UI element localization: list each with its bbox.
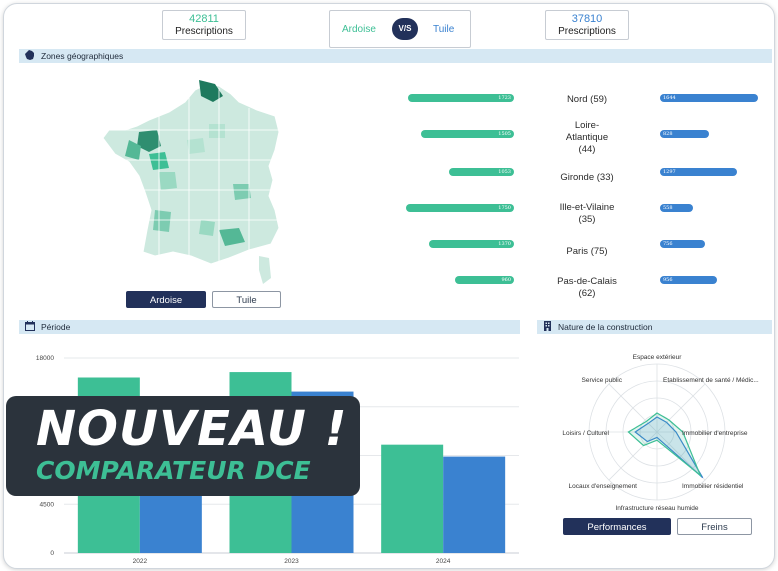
map-ardoise-button[interactable]: Ardoise	[126, 291, 206, 308]
construction-radar-chart: Espace extérieur Etablissement de santé /…	[562, 354, 759, 512]
ardoise-bar-value: 1723	[498, 95, 511, 101]
radar-spoke	[608, 383, 658, 433]
ardoise-bar: 1750	[406, 204, 514, 212]
tuile-bar	[443, 456, 506, 553]
ardoise-bar: 1723	[408, 94, 514, 102]
zone-label: Paris (75)	[566, 246, 608, 257]
performances-button[interactable]: Performances	[563, 518, 671, 535]
promo-banner: NOUVEAU ! COMPARATEUR DCE	[6, 396, 360, 496]
tuile-bar-value: 1644	[663, 95, 676, 101]
ardoise-bar-value: 1370	[498, 241, 511, 247]
compare-ardoise-label[interactable]: Ardoise	[342, 24, 376, 35]
zone-label: Pas-de-Calais (62)	[557, 276, 617, 299]
tuile-bar: 956	[660, 276, 717, 284]
ardoise-bar-value: 1750	[498, 205, 511, 211]
promo-title: NOUVEAU !	[36, 401, 348, 457]
tuile-bar: 1297	[660, 168, 737, 176]
promo-subtitle: COMPARATEUR DCE	[36, 456, 311, 485]
zone-label: Gironde (33)	[560, 172, 614, 183]
ardoise-bar: 1505	[421, 130, 514, 138]
ardoise-bar-value: 960	[501, 277, 511, 283]
y-tick-label: 18000	[36, 355, 54, 362]
kpi-ardoise-value: 42811	[189, 13, 219, 25]
kpi-tuile-value: 37810	[571, 13, 603, 25]
kpi-tuile-label: Prescriptions	[558, 26, 616, 37]
tuile-bar-value: 828	[663, 131, 673, 137]
radar-axis-label: Immobilier d'entreprise	[682, 430, 748, 437]
tuile-bar-value: 1297	[663, 169, 676, 175]
vs-badge: V/S	[392, 18, 418, 40]
radar-axis-label: Loisirs / Culturel	[562, 430, 609, 437]
y-tick-label: 4500	[40, 501, 55, 508]
kpi-ardoise-prescriptions: 42811 Prescriptions	[162, 10, 246, 40]
tuile-bar: 558	[660, 204, 693, 212]
zone-label: Ille-et-Vilaine (35)	[559, 202, 615, 225]
radar-axis-label: Service public	[582, 377, 623, 384]
y-tick-label: 0	[50, 550, 54, 557]
radar-spoke	[608, 431, 658, 481]
tuile-bar: 756	[660, 240, 705, 248]
france-map[interactable]	[99, 80, 284, 286]
radar-axis-label: Infrastructure réseau humide	[615, 505, 698, 512]
construction-section-title: Nature de la construction	[558, 322, 653, 332]
radar-axis-label: Espace extérieur	[633, 354, 683, 361]
radar-axis-label: Locaux d'enseignement	[569, 483, 638, 490]
construction-section-header: Nature de la construction	[537, 320, 772, 334]
tuile-bar: 828	[660, 130, 709, 138]
tuile-bar-value: 558	[663, 205, 673, 211]
ardoise-bar-value: 1505	[498, 131, 511, 137]
radar-series-tuile	[634, 416, 704, 479]
compare-tuile-label[interactable]: Tuile	[433, 24, 455, 35]
france-map-icon	[25, 49, 35, 64]
radar-axis-label: Immobilier résidentiel	[682, 483, 744, 490]
tuile-bar-value: 956	[663, 277, 673, 283]
building-icon	[543, 320, 552, 335]
tuile-bar: 1644	[660, 94, 758, 102]
zones-section-title: Zones géographiques	[41, 51, 124, 61]
ardoise-bar: 960	[455, 276, 514, 284]
kpi-ardoise-label: Prescriptions	[175, 26, 233, 37]
calendar-icon	[25, 320, 35, 335]
zone-label: Nord (59)	[566, 94, 608, 105]
ardoise-bar: 1053	[449, 168, 514, 176]
x-tick-label: 2024	[436, 558, 451, 565]
radar-spoke	[656, 383, 706, 433]
ardoise-bar-value: 1053	[498, 169, 511, 175]
compare-toggle[interactable]: Ardoise V/S Tuile	[329, 10, 471, 48]
x-tick-label: 2023	[284, 558, 299, 565]
map-tuile-button[interactable]: Tuile	[212, 291, 281, 308]
radar-series-ardoise	[627, 412, 702, 478]
periode-section-title: Période	[41, 322, 71, 332]
kpi-tuile-prescriptions: 37810 Prescriptions	[545, 10, 629, 40]
tuile-bar-value: 756	[663, 241, 673, 247]
periode-section-header: Période	[19, 320, 520, 334]
zones-section-header: Zones géographiques	[19, 49, 772, 63]
ardoise-bar: 1370	[429, 240, 514, 248]
x-tick-label: 2022	[133, 558, 148, 565]
ardoise-bar	[381, 444, 444, 553]
freins-button[interactable]: Freins	[677, 518, 752, 535]
zone-label: Loire- Atlantique (44)	[565, 120, 609, 155]
radar-axis-label: Etablissement de santé / Médic...	[663, 377, 759, 384]
